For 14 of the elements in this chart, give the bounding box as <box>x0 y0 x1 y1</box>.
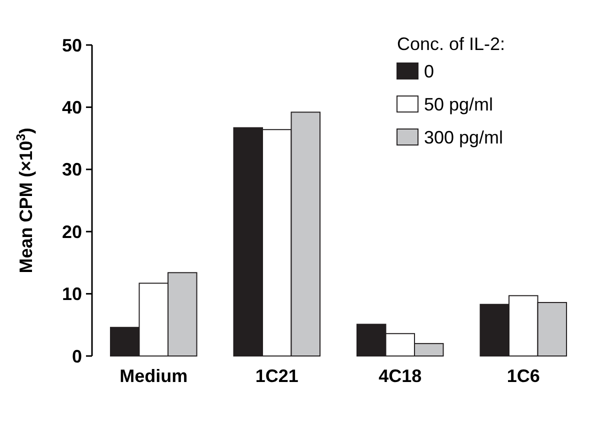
y-tick-label: 0 <box>72 346 82 366</box>
legend-label: 50 pg/ml <box>424 94 494 114</box>
legend-label: 0 <box>424 61 434 82</box>
y-tick-label: 50 <box>62 35 82 56</box>
x-tick-label: Medium <box>120 366 188 386</box>
x-tick-label: 4C18 <box>378 366 422 386</box>
y-tick-label: 10 <box>62 284 82 304</box>
x-tick-label: 1C6 <box>506 366 540 386</box>
x-tick-label: 1C21 <box>255 366 298 386</box>
y-tick-label: 30 <box>62 160 82 180</box>
legend-label: 300 pg/ml <box>424 127 504 148</box>
legend-title: Conc. of IL-2: <box>397 34 506 54</box>
y-tick-label: 40 <box>62 98 82 118</box>
y-tick-label: 20 <box>62 222 82 242</box>
